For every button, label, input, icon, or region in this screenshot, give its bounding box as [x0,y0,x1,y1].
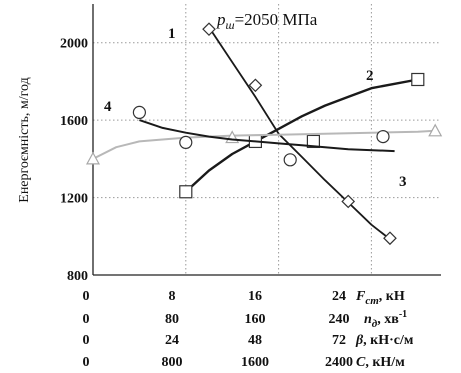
axis-row-value: 800 [162,355,183,370]
axis-row-value: 0 [83,312,90,327]
axis-row-value: 0 [83,355,90,370]
y-tick-label: 800 [67,269,88,284]
axis-row-value: 48 [248,333,262,348]
y-axis-label: Енергоємність, м/год [17,77,32,202]
y-tick-labels: 800 1200 1600 2000 [60,37,88,284]
axis-row-label-superscript: -1 [399,309,407,320]
data-point [132,105,146,120]
axis-row-label-symbol: C [356,355,366,370]
axis-row-label-symbol: F [355,289,366,304]
series-line-1 [208,26,391,240]
annotation-symbol: p [216,10,226,29]
curve-label-4: 4 [104,99,112,115]
axis-row-label-subscript: д [372,318,378,330]
series-line-4 [139,119,395,153]
annotation-value: =2050 МПа [235,10,318,29]
axis-row-label-symbol: β [355,333,364,348]
data-point [202,22,216,37]
data-point [179,135,193,150]
axis-row-label: Fст, кН [355,289,405,307]
axis-row-value: 1600 [241,355,269,370]
axis-row-value: 24 [165,333,179,348]
axis-row-value: 0 [83,333,90,348]
pressure-annotation: pш=2050 МПа [216,10,318,32]
data-point [85,151,101,165]
axis-row-label-unit: , кН [379,289,405,304]
axis-row-label-symbol: n [364,312,372,327]
y-tick-label: 1600 [60,114,88,129]
series-1: 1 [168,22,397,246]
axis-row-value: 8 [169,289,176,304]
data-point [411,72,425,87]
axis-row-value: 16 [248,289,262,304]
series-2: 2 [179,68,425,199]
data-point [306,134,320,149]
axis-row-label-unit: , кН/м [365,355,405,370]
data-point [383,231,397,246]
axes [92,4,441,276]
axis-row-label: β, кН·с/м [355,333,414,348]
axis-row-label-unit: , хв [377,312,399,327]
axis-row-value: 160 [245,312,266,327]
data-point [248,78,263,93]
axis-row-value: 2400 [325,355,353,370]
axis-row-label: C, кН/м [356,355,405,370]
axis-row-value: 240 [329,312,350,327]
series-line-2 [184,78,419,193]
data-point [428,123,443,137]
grid [93,4,441,275]
axis-row-value: 0 [83,289,90,304]
axis-rows: 0 8 16 24 Fст, кН0 80 160 240 nд, хв-10 24 48 72 β, … [83,289,414,370]
data-point [283,153,297,167]
series-4: 4 [104,99,395,167]
curve-label-3: 3 [399,174,407,190]
data-point [341,194,356,209]
series-group: 1 2 3 4 [85,22,443,246]
axis-row-value: 24 [332,289,346,304]
y-tick-label: 2000 [60,37,88,52]
annotation-subscript: ш [226,18,235,32]
data-point [179,185,193,199]
data-point [376,129,390,144]
curve-label-1: 1 [168,26,176,42]
y-tick-label: 1200 [60,192,88,207]
axis-row-label-unit: , кН·с/м [363,333,414,348]
axis-row-label-subscript: ст [365,295,379,307]
axis-row-label: nд, хв-1 [364,309,407,330]
series-line-3 [92,129,436,160]
axis-row-value: 80 [165,312,179,327]
series-3: 3 [85,123,443,190]
data-point [225,130,240,144]
curve-label-2: 2 [366,68,374,84]
axis-row-value: 72 [332,333,346,348]
